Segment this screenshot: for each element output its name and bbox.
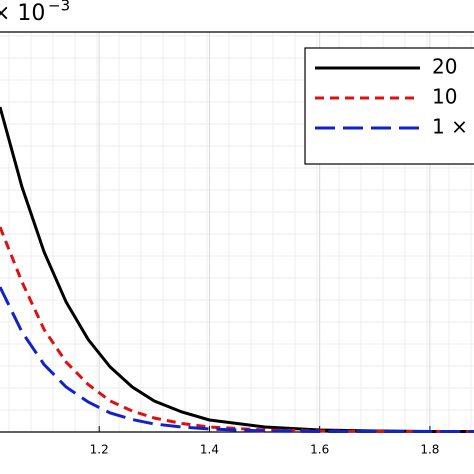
line-series [0, 286, 474, 433]
x-tick-label: 1.8 [420, 443, 439, 457]
legend-label: 20 [432, 55, 457, 79]
x-tick-label: 1.2 [90, 443, 109, 457]
x-tick-label: 1.6 [310, 443, 329, 457]
title-exponent: −3 [48, 0, 70, 15]
chart-title: × 10 [0, 1, 45, 26]
legend-label: 10 [432, 85, 457, 109]
legend-label: 1 × [432, 115, 468, 139]
line-series [0, 226, 474, 433]
x-tick-label: 1.4 [200, 443, 219, 457]
